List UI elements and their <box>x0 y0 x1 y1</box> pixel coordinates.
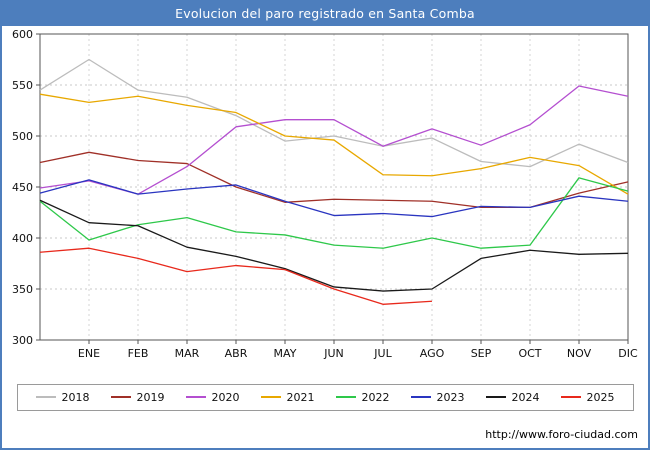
legend-swatch-2023 <box>410 396 431 398</box>
legend-swatch-2018 <box>35 396 56 398</box>
legend-swatch-2025 <box>560 396 581 398</box>
series-2024-line <box>39 199 629 292</box>
chart-title: Evolucion del paro registrado en Santa C… <box>175 6 475 21</box>
legend-item-2020: 2020 <box>185 390 240 404</box>
y-tick-label: 500 <box>12 130 33 143</box>
x-tick-label: MAY <box>274 347 297 360</box>
legend-row: 2018 2019 2020 2021 2022 2023 2024 2025 <box>2 378 648 416</box>
footer-url-link[interactable]: http://www.foro-ciudad.com <box>485 428 638 441</box>
legend-item-2022: 2022 <box>335 390 390 404</box>
legend-swatch-2019 <box>110 396 131 398</box>
legend-item-2024: 2024 <box>485 390 540 404</box>
legend-label: 2020 <box>211 390 240 404</box>
line-chart-canvas: 300 350 400 450 500 550 600 ENE FEB MAR ABR MAY JUN J… <box>12 28 638 360</box>
legend-label: 2024 <box>511 390 540 404</box>
x-tick-label: OCT <box>518 347 541 360</box>
chart-title-bar: Evolucion del paro registrado en Santa C… <box>2 2 648 26</box>
legend-swatch-2022 <box>335 396 356 398</box>
y-tick-label: 450 <box>12 181 33 194</box>
y-tick-label: 400 <box>12 232 33 245</box>
series-2023-line <box>39 179 629 218</box>
legend-label: 2023 <box>436 390 465 404</box>
series-2021-line <box>39 93 629 195</box>
legend-swatch-2020 <box>185 396 206 398</box>
legend-item-2023: 2023 <box>410 390 465 404</box>
x-tick-label: MAR <box>175 347 200 360</box>
x-tick-label: ENE <box>78 347 100 360</box>
series-2025-line <box>39 247 433 305</box>
footer: http://www.foro-ciudad.com <box>485 428 638 441</box>
x-tick-label: NOV <box>567 347 592 360</box>
x-tick-label: JUN <box>323 347 344 360</box>
x-tick-label: AGO <box>420 347 445 360</box>
legend-item-2018: 2018 <box>35 390 90 404</box>
x-tick-label: SEP <box>471 347 492 360</box>
legend-swatch-2024 <box>485 396 506 398</box>
legend-item-2025: 2025 <box>560 390 615 404</box>
x-tick-label: ABR <box>225 347 248 360</box>
legend-item-2019: 2019 <box>110 390 165 404</box>
x-tick-label: FEB <box>128 347 149 360</box>
legend-label: 2022 <box>361 390 390 404</box>
plot-border <box>39 33 629 341</box>
y-tick-label: 300 <box>12 334 33 347</box>
y-tick-label: 350 <box>12 283 33 296</box>
x-tick-label: JUL <box>373 347 392 360</box>
legend-label: 2019 <box>136 390 165 404</box>
legend-item-2021: 2021 <box>260 390 315 404</box>
legend-label: 2021 <box>286 390 315 404</box>
y-tick-label: 600 <box>12 28 33 41</box>
series-2022-line <box>39 177 629 249</box>
chart-legend: 2018 2019 2020 2021 2022 2023 2024 2025 <box>16 383 634 411</box>
legend-swatch-2021 <box>260 396 281 398</box>
series-2018-line <box>39 58 629 168</box>
legend-label: 2025 <box>586 390 615 404</box>
y-tick-label: 550 <box>12 79 33 92</box>
legend-label: 2018 <box>61 390 90 404</box>
x-tick-label: DIC <box>618 347 638 360</box>
